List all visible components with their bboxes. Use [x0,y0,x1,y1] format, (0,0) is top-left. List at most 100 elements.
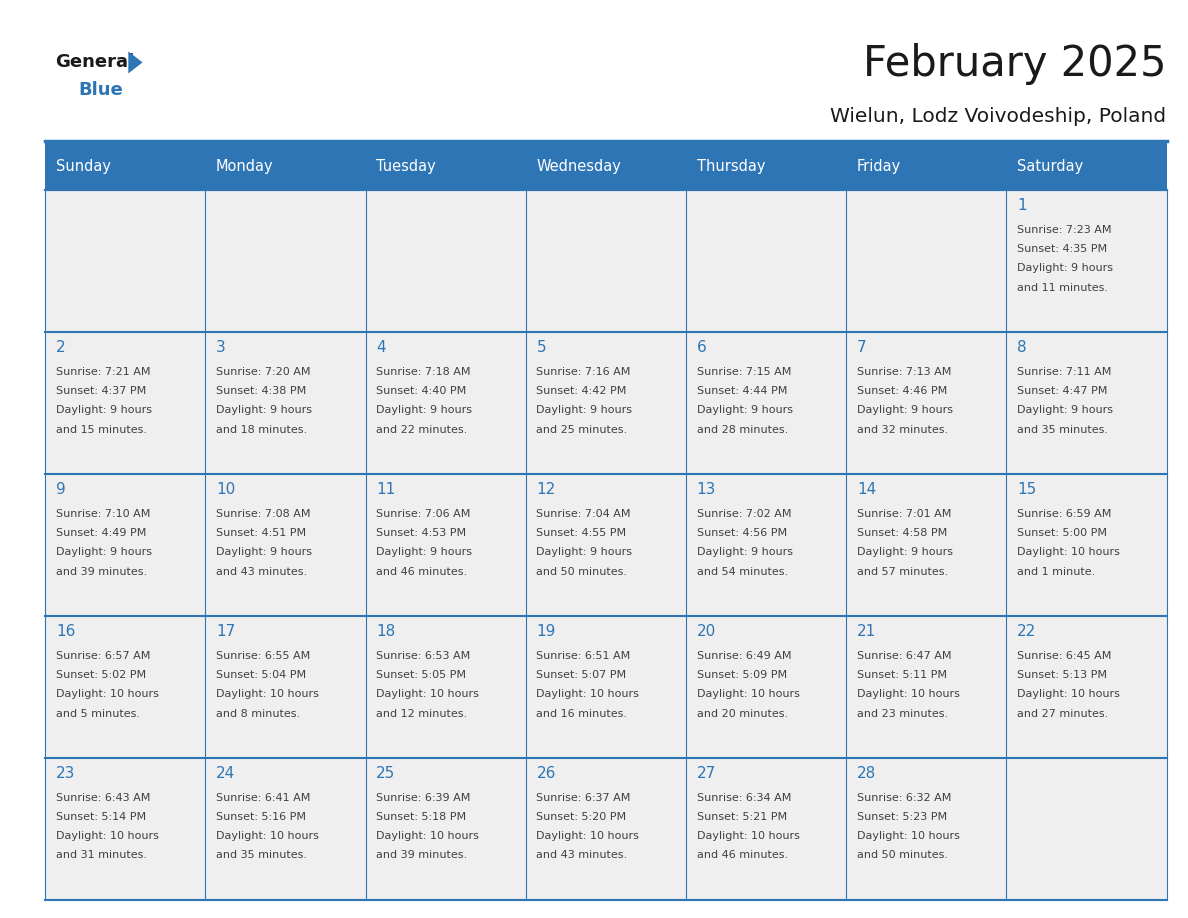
Text: Sunrise: 6:45 AM: Sunrise: 6:45 AM [1017,651,1112,661]
Text: Sunset: 5:14 PM: Sunset: 5:14 PM [56,812,146,822]
Bar [685,616,846,757]
Text: and 11 minutes.: and 11 minutes. [1017,283,1108,293]
Text: Sunset: 4:55 PM: Sunset: 4:55 PM [537,528,626,538]
Text: 14: 14 [857,482,876,498]
Text: Daylight: 10 hours: Daylight: 10 hours [1017,547,1120,557]
Bar [526,190,685,332]
Text: Sunset: 4:37 PM: Sunset: 4:37 PM [56,386,146,396]
Text: Sunset: 4:53 PM: Sunset: 4:53 PM [377,528,467,538]
Text: 8: 8 [1017,341,1026,355]
Bar [1006,474,1167,616]
Text: and 16 minutes.: and 16 minutes. [537,709,627,719]
Text: Daylight: 9 hours: Daylight: 9 hours [1017,263,1113,274]
Text: 22: 22 [1017,624,1036,639]
Bar [206,757,366,900]
Text: 12: 12 [537,482,556,498]
Text: 13: 13 [696,482,716,498]
Text: Sunset: 4:47 PM: Sunset: 4:47 PM [1017,386,1107,396]
Text: Daylight: 10 hours: Daylight: 10 hours [537,831,639,841]
Text: and 46 minutes.: and 46 minutes. [696,850,788,860]
Bar [685,190,846,332]
Text: Daylight: 9 hours: Daylight: 9 hours [377,547,473,557]
Text: Sunset: 4:38 PM: Sunset: 4:38 PM [216,386,307,396]
Bar [1006,332,1167,474]
Text: 16: 16 [56,624,75,639]
Text: Daylight: 9 hours: Daylight: 9 hours [216,547,312,557]
Text: Sunrise: 7:16 AM: Sunrise: 7:16 AM [537,367,631,376]
Text: Sunset: 4:44 PM: Sunset: 4:44 PM [696,386,788,396]
Text: 3: 3 [216,341,226,355]
Text: Sunrise: 6:55 AM: Sunrise: 6:55 AM [216,651,310,661]
Bar [526,474,685,616]
Text: 9: 9 [56,482,65,498]
Text: Thursday: Thursday [696,159,765,174]
Text: Sunrise: 6:53 AM: Sunrise: 6:53 AM [377,651,470,661]
Text: Sunrise: 7:01 AM: Sunrise: 7:01 AM [857,509,952,519]
Text: Sunset: 5:20 PM: Sunset: 5:20 PM [537,812,626,822]
Text: and 57 minutes.: and 57 minutes. [857,566,948,577]
Bar [45,332,206,474]
Text: Sunrise: 7:08 AM: Sunrise: 7:08 AM [216,509,310,519]
Text: and 15 minutes.: and 15 minutes. [56,425,147,434]
Bar [206,474,366,616]
Bar [1006,142,1167,190]
Text: Sunrise: 7:18 AM: Sunrise: 7:18 AM [377,367,470,376]
Text: Sunset: 5:11 PM: Sunset: 5:11 PM [857,670,947,680]
Text: Sunrise: 6:34 AM: Sunrise: 6:34 AM [696,792,791,802]
Text: Sunday: Sunday [56,159,110,174]
Text: Daylight: 9 hours: Daylight: 9 hours [537,547,632,557]
Text: and 50 minutes.: and 50 minutes. [537,566,627,577]
Text: Sunset: 4:35 PM: Sunset: 4:35 PM [1017,244,1107,254]
Text: and 5 minutes.: and 5 minutes. [56,709,140,719]
Text: Daylight: 9 hours: Daylight: 9 hours [56,547,152,557]
Text: Sunrise: 6:47 AM: Sunrise: 6:47 AM [857,651,952,661]
Text: and 27 minutes.: and 27 minutes. [1017,709,1108,719]
Bar [366,757,526,900]
Text: and 35 minutes.: and 35 minutes. [1017,425,1108,434]
Text: Sunrise: 7:20 AM: Sunrise: 7:20 AM [216,367,310,376]
Text: 27: 27 [696,766,716,781]
Text: Sunrise: 7:04 AM: Sunrise: 7:04 AM [537,509,631,519]
Text: Daylight: 9 hours: Daylight: 9 hours [696,547,792,557]
Text: and 12 minutes.: and 12 minutes. [377,709,467,719]
Bar [366,616,526,757]
Text: Blue: Blue [78,81,124,99]
Text: Sunrise: 6:49 AM: Sunrise: 6:49 AM [696,651,791,661]
Text: Daylight: 10 hours: Daylight: 10 hours [56,831,159,841]
Text: and 54 minutes.: and 54 minutes. [696,566,788,577]
Text: and 50 minutes.: and 50 minutes. [857,850,948,860]
Text: General: General [55,53,134,72]
Text: Daylight: 9 hours: Daylight: 9 hours [857,406,953,415]
Bar [685,142,846,190]
Bar [846,757,1006,900]
Text: and 35 minutes.: and 35 minutes. [216,850,307,860]
Bar [1006,190,1167,332]
Text: Sunset: 4:42 PM: Sunset: 4:42 PM [537,386,627,396]
Text: 10: 10 [216,482,235,498]
Text: and 32 minutes.: and 32 minutes. [857,425,948,434]
Bar [846,142,1006,190]
Text: Daylight: 9 hours: Daylight: 9 hours [696,406,792,415]
Text: Sunrise: 6:39 AM: Sunrise: 6:39 AM [377,792,470,802]
Text: Daylight: 9 hours: Daylight: 9 hours [216,406,312,415]
Bar [206,190,366,332]
Text: 26: 26 [537,766,556,781]
Text: Sunset: 5:02 PM: Sunset: 5:02 PM [56,670,146,680]
Text: Friday: Friday [857,159,902,174]
Text: Daylight: 10 hours: Daylight: 10 hours [216,831,318,841]
Text: Sunset: 5:23 PM: Sunset: 5:23 PM [857,812,947,822]
Text: Sunset: 4:56 PM: Sunset: 4:56 PM [696,528,786,538]
Text: Sunset: 4:51 PM: Sunset: 4:51 PM [216,528,307,538]
Text: and 43 minutes.: and 43 minutes. [537,850,627,860]
Bar [206,332,366,474]
Text: and 39 minutes.: and 39 minutes. [56,566,147,577]
Text: Sunset: 5:16 PM: Sunset: 5:16 PM [216,812,307,822]
Text: Daylight: 10 hours: Daylight: 10 hours [857,689,960,700]
Bar [366,474,526,616]
Bar [526,142,685,190]
Text: and 22 minutes.: and 22 minutes. [377,425,468,434]
Bar [366,142,526,190]
Text: Sunrise: 7:02 AM: Sunrise: 7:02 AM [696,509,791,519]
Text: Wielun, Lodz Voivodeship, Poland: Wielun, Lodz Voivodeship, Poland [830,107,1167,126]
Text: 28: 28 [857,766,876,781]
